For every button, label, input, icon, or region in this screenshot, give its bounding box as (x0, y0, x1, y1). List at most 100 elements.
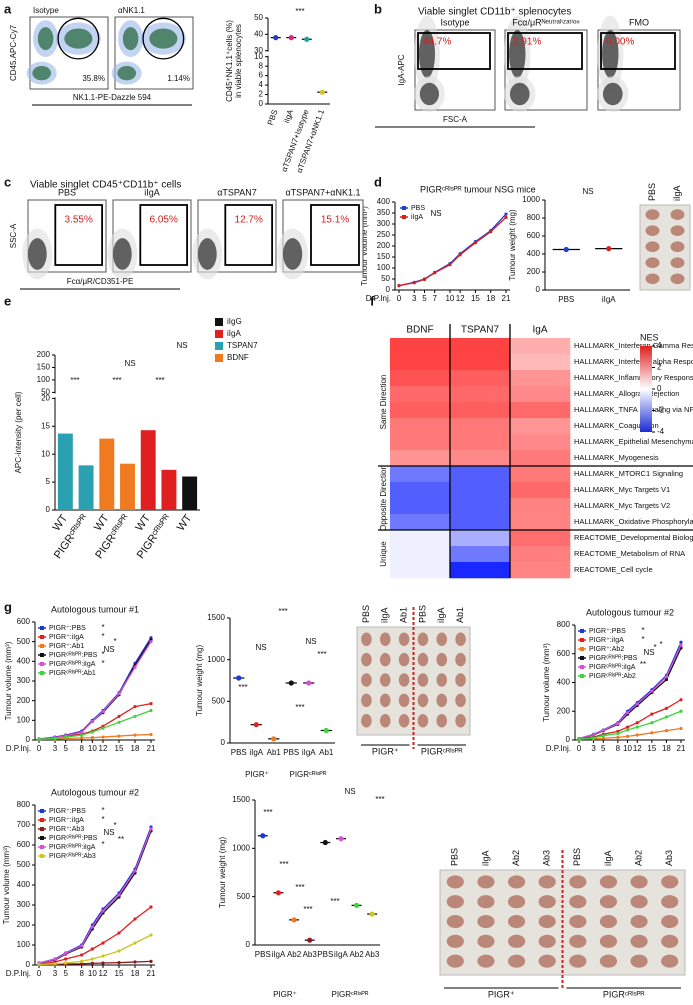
tumour (455, 632, 466, 646)
y-tick-label: 0 (536, 285, 541, 294)
tumour (507, 875, 526, 889)
chart: BDNF TSPAN7 IgA HALLMARK_Interferon Gamma R… (378, 324, 693, 579)
legend-label: iIgG (227, 317, 242, 326)
x-tick-label: 15 (471, 294, 480, 303)
y-tick-label: 350 (377, 208, 391, 217)
point (149, 905, 153, 909)
point (133, 917, 137, 921)
tumour (645, 273, 660, 285)
y-tick-label: 0 (46, 505, 51, 514)
annotation: * (659, 640, 662, 649)
flow-plot: 12.7% αTSPAN7 (192, 187, 277, 280)
heat-cell (450, 402, 511, 419)
annotation: *** (238, 683, 247, 692)
x-axis-label: D.P.Inj. (6, 744, 31, 753)
annotation: NS (255, 643, 266, 652)
photo-column-label: Ab3 (664, 850, 674, 866)
point (458, 253, 462, 257)
y-tick-label: 500 (237, 892, 251, 901)
point (577, 737, 581, 741)
point (625, 711, 630, 715)
x-axis-label: FSC-A (443, 115, 468, 124)
point (635, 702, 639, 706)
x-axis-label: NK1.1-PE-Dazzle 594 (73, 93, 152, 102)
x-tick-label: 18 (662, 744, 671, 753)
density (122, 27, 139, 51)
tumour (599, 954, 618, 968)
point (101, 735, 105, 739)
point (149, 732, 153, 737)
panel-label: e (4, 293, 11, 308)
x-tick-label: 12 (633, 744, 642, 753)
dot (323, 727, 329, 734)
x-tick-label: Ab2 (349, 950, 364, 959)
legend-label: PIGR⁺:PBS (49, 808, 86, 815)
point (591, 732, 596, 737)
heat-cell (450, 418, 511, 435)
dot (307, 937, 313, 943)
point (117, 949, 121, 953)
photo-column-label: PBS (647, 183, 657, 201)
photo: PBS iIgA (639, 183, 691, 291)
legend-swatch (580, 665, 584, 669)
y-axis-label: Tumour weight (mg) (195, 645, 204, 717)
legend-swatch (40, 635, 44, 639)
legend-label: PBS (411, 205, 425, 212)
point (664, 729, 669, 733)
annotation: * (101, 623, 104, 632)
density (64, 28, 93, 49)
point (616, 731, 620, 736)
heat-cell (450, 370, 511, 387)
x-axis-label: Fcα/μR/CD351-PE (67, 277, 134, 286)
point (101, 961, 105, 965)
legend-swatch (40, 626, 44, 630)
x-tick-label: 8 (616, 744, 621, 753)
chart-title: Autologous tumour #2 (586, 607, 674, 617)
tumour (436, 632, 448, 646)
gate-percent: 44.7% (423, 37, 451, 48)
y-tick-label: 100 (17, 940, 31, 949)
x-tick-label: 21 (147, 969, 156, 978)
dot (273, 35, 279, 41)
heat-cell (510, 450, 571, 467)
point (117, 720, 121, 724)
point (679, 640, 683, 644)
y-tick-label: 50 (381, 274, 390, 283)
flow-plot: 0.00% FMO (597, 15, 681, 112)
x-tick-label: 3 (53, 744, 58, 753)
point (90, 730, 94, 734)
y-tick-label: 400 (17, 880, 31, 889)
photo-column-label: iIgA (380, 607, 390, 623)
legend-label: PIGRᶜᴿᴵˢᴾᴿ:iIgA (49, 661, 96, 668)
point (149, 933, 153, 937)
photo-column-label: iIgA (672, 185, 682, 201)
row-label: HALLMARK_Oxidative Phosphorylation (574, 517, 693, 526)
gate (54, 204, 103, 266)
point (80, 944, 84, 948)
x-tick-label: 21 (677, 744, 686, 753)
group-label: PIGR⁺ (273, 990, 297, 999)
tumour (455, 693, 466, 708)
legend-swatch (40, 854, 44, 858)
point (635, 733, 639, 737)
row-label: REACTOME_Metabolism of RNA (574, 549, 685, 558)
chart-title: Autologous tumour #2 (51, 787, 139, 797)
point (616, 721, 620, 726)
x-tick-label: 12 (456, 294, 465, 303)
point (101, 941, 105, 945)
y-tick-label: 300 (377, 219, 391, 228)
annotation: NS (103, 828, 114, 837)
annotation: *** (317, 650, 326, 659)
tumour (398, 693, 410, 708)
panel-title: Viable singlet CD45⁺CD11b⁺ cells (30, 180, 181, 191)
y-tick-label: 40 (254, 29, 263, 38)
x-tick-label: 0 (397, 294, 402, 303)
point (397, 284, 401, 288)
x-tick-label: 15 (115, 744, 124, 753)
y-axis-label: Tumour volume (mm³) (2, 845, 11, 924)
annotation: * (113, 637, 116, 646)
y-tick-label: 30 (254, 46, 263, 55)
point (101, 709, 105, 714)
y-tick-label: 300 (17, 900, 31, 909)
